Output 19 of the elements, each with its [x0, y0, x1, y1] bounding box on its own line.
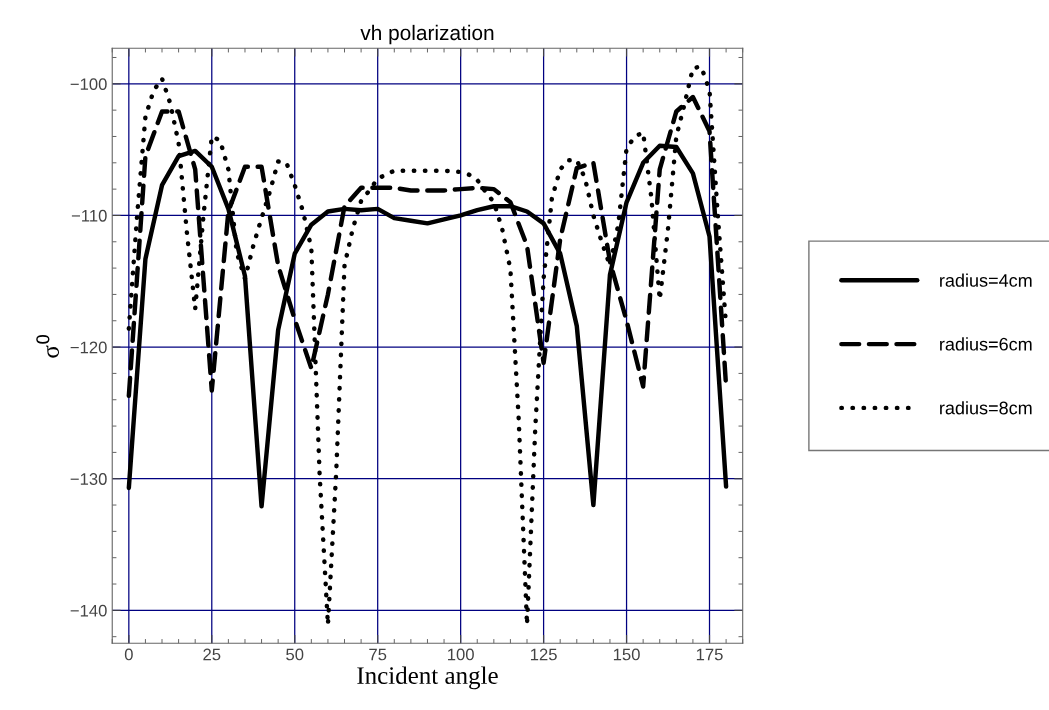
- legend-label: radius=4cm: [940, 273, 1032, 287]
- x-axis-title: Incident angle: [357, 666, 498, 690]
- y-tick-label: −110: [71, 209, 107, 222]
- y-axis-title: σ$^{0}$: [36, 334, 60, 358]
- legend-label: radius=6cm: [940, 337, 1032, 351]
- x-tick-label: 50: [286, 648, 304, 661]
- x-tick-label: 125: [530, 648, 557, 661]
- x-tick-label: 25: [203, 648, 221, 661]
- y-tick-label: −130: [70, 473, 107, 485]
- chart-title: vh polarization: [360, 24, 494, 45]
- y-tick-label: −140: [70, 604, 107, 617]
- y-tick-label: −100: [70, 78, 107, 91]
- legend-label: radius=8cm: [940, 401, 1032, 415]
- y-tick-label: −120: [70, 341, 107, 354]
- x-tick-label: 75: [369, 648, 387, 661]
- x-tick-label: 100: [448, 648, 474, 661]
- x-tick-label: 0: [124, 648, 133, 661]
- x-tick-label: 175: [696, 648, 723, 661]
- x-tick-label: 150: [613, 648, 640, 661]
